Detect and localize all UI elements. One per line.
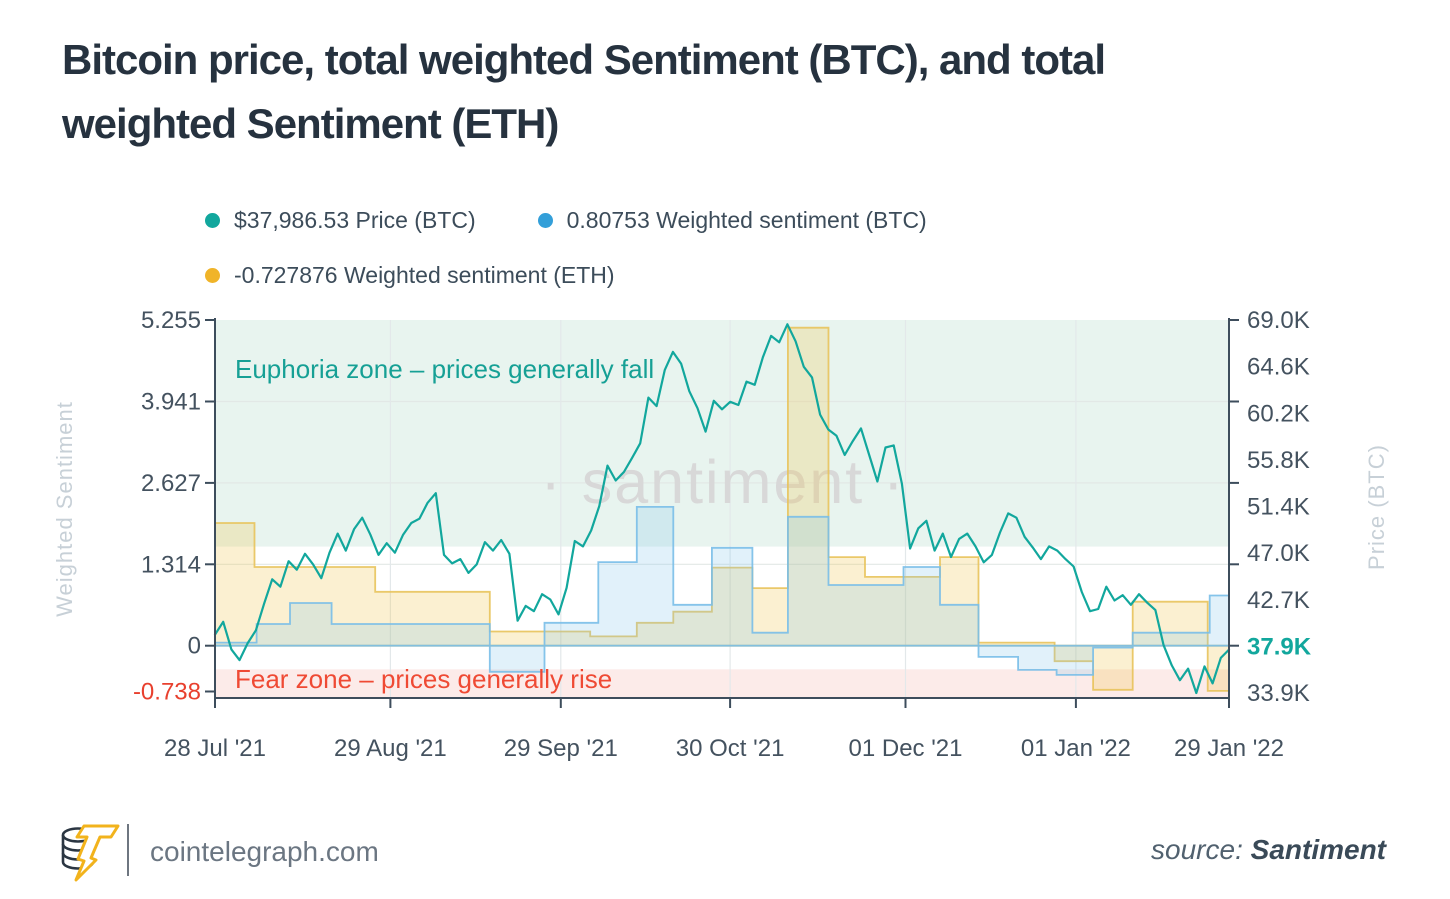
left-axis-tick-label: 0: [188, 633, 201, 660]
x-axis-tick-label: 29 Aug '21: [334, 735, 447, 762]
legend-item-weighted-sentiment-btc[interactable]: 0.80753 Weighted sentiment (BTC): [537, 207, 927, 234]
legend-item-weighted-sentiment-eth[interactable]: -0.727876 Weighted sentiment (ETH): [205, 262, 615, 289]
santiment-watermark: · santiment ·: [541, 448, 906, 516]
right-axis-tick-label: 47.0K: [1247, 540, 1310, 567]
fear-zone-label: Fear zone – prices generally rise: [235, 664, 612, 694]
sentiment-price-chart: · santiment · 5.255 3.941 2.627 1.314 0 -0.738…: [52, 307, 1389, 762]
right-axis-tick-label: 55.8K: [1247, 447, 1310, 474]
euphoria-zone-label: Euphoria zone – prices generally fall: [235, 354, 654, 384]
page-title-line1: Bitcoin price, total weighted Sentiment …: [62, 36, 1106, 83]
x-axis-tick-label: 29 Sep '21: [504, 735, 618, 762]
source-name: Santiment: [1250, 834, 1386, 865]
left-axis-tick-label: 2.627: [141, 470, 201, 497]
right-axis-tick-label: 69.0K: [1247, 307, 1310, 334]
x-axis-tick-label: 28 Jul '21: [164, 735, 266, 762]
x-axis-tick-label: 30 Oct '21: [676, 735, 785, 762]
x-axis-tick-label: 29 Jan '22: [1174, 735, 1284, 762]
x-axis-tick-label: 01 Jan '22: [1021, 735, 1131, 762]
cointelegraph-logo-icon: [61, 824, 120, 882]
weighted-sentiment-btc-area: [214, 506, 1230, 676]
right-axis-tick-label: 33.9K: [1247, 680, 1310, 707]
legend-label: $37,986.53 Price (BTC): [234, 207, 476, 233]
legend-label: 0.80753 Weighted sentiment (BTC): [566, 207, 927, 233]
left-axis-title: Weighted Sentiment: [52, 401, 77, 617]
legend-item-price-btc[interactable]: $37,986.53 Price (BTC): [205, 207, 476, 234]
right-axis-tick-label: 60.2K: [1247, 400, 1310, 427]
page-title: Bitcoin price, total weighted Sentiment …: [62, 28, 1412, 156]
source-credit: source: Santiment: [1151, 834, 1386, 866]
right-axis-tick-label: 64.6K: [1247, 354, 1310, 381]
legend-label: -0.727876 Weighted sentiment (ETH): [234, 262, 615, 288]
cointelegraph-site-label: cointelegraph.com: [150, 836, 379, 867]
right-axis-title: Price (BTC): [1364, 444, 1389, 570]
x-axis-tick-label: 01 Dec '21: [849, 735, 963, 762]
left-axis-tick-label: 1.314: [141, 551, 201, 578]
right-axis-tick-label: 42.7K: [1247, 587, 1310, 614]
page-title-line2: weighted Sentiment (ETH): [62, 100, 559, 147]
left-axis-tick-label: -0.738: [133, 679, 201, 706]
right-axis-tick-label: 51.4K: [1247, 494, 1310, 521]
chart-legend-row-2: -0.727876 Weighted sentiment (ETH): [205, 262, 677, 289]
footer-banner: cointelegraph.com source: Santiment: [0, 812, 1450, 899]
euphoria-zone: [215, 320, 1229, 547]
footer-divider: [127, 824, 129, 876]
source-label: source:: [1151, 834, 1243, 865]
left-axis-tick-label: 5.255: [141, 307, 201, 334]
sentiment-eth-dot-icon: [205, 268, 220, 283]
chart-legend-row-1: $37,986.53 Price (BTC) 0.80753 Weighted …: [205, 207, 989, 234]
sentiment-btc-dot-icon: [537, 213, 553, 228]
right-axis-tick-label: 37.9K: [1247, 633, 1312, 660]
btc-price-line: [213, 323, 1231, 695]
left-axis-tick-label: 3.941: [141, 389, 201, 416]
price-btc-dot-icon: [205, 213, 220, 228]
